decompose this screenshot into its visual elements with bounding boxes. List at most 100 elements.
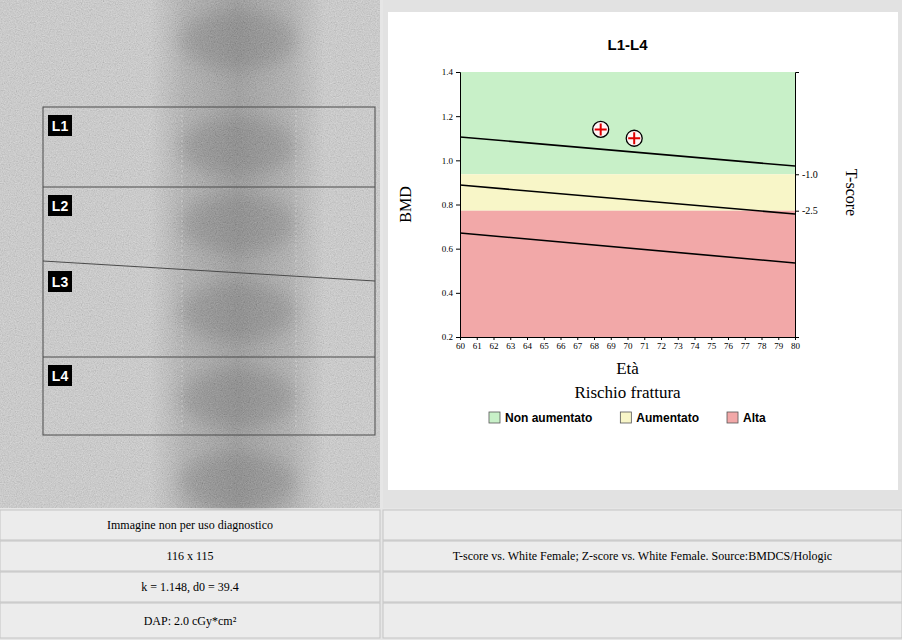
x-axis-tick-label: 70	[624, 341, 634, 351]
vertebra-label-box	[48, 365, 72, 386]
y-axis-tick: 0.6	[442, 244, 460, 254]
x-axis-tick-label: 78	[758, 341, 768, 351]
x-axis-tick-mark	[728, 337, 729, 340]
measurement-point	[593, 121, 609, 137]
vertebra-label: L2	[52, 198, 69, 214]
scan-noise	[0, 0, 380, 508]
x-axis-tick-mark	[778, 337, 779, 340]
x-axis-tick-mark	[577, 337, 578, 340]
legend-item: Aumentato	[620, 411, 699, 425]
x-axis-tick: 79	[774, 337, 784, 351]
y2-axis: -1.0 -2.5	[795, 73, 818, 338]
x-axis-tick: 61	[473, 337, 482, 351]
page-background	[0, 0, 902, 640]
y2-axis-tick-label: -2.5	[802, 205, 818, 216]
y-axis-tick: 0.8	[442, 200, 460, 210]
footer-text: k = 1.148, d0 = 39.4	[141, 580, 239, 594]
y-axis-tick: 0.2	[442, 332, 460, 342]
y-axis-tick-label: 0.4	[442, 288, 454, 298]
x-axis-tick-label: 74	[691, 341, 701, 351]
x-axis-tick-mark	[628, 337, 629, 340]
x-axis-tick: 75	[707, 337, 717, 351]
measurement	[593, 121, 609, 137]
x-axis-tick-mark	[544, 337, 545, 340]
x-axis-tick: 71	[640, 337, 649, 351]
y2-axis-tick: -1.0	[795, 169, 818, 180]
footer-cell	[383, 541, 902, 571]
footer-cell	[383, 510, 902, 540]
roi-divider	[43, 357, 375, 358]
y-axis: 0.20.40.60.81.01.21.4	[442, 67, 461, 342]
plot-area	[460, 72, 795, 337]
y-axis-tick: 0.4	[442, 288, 460, 298]
x-axis-tick-label: 65	[540, 341, 550, 351]
y2-axis-line	[796, 73, 800, 338]
x-axis-tick-mark	[561, 337, 562, 340]
x-axis-tick-label: 60	[456, 341, 466, 351]
y-axis-tick-label: 0.6	[442, 244, 454, 254]
risk-band	[460, 72, 795, 174]
x-axis-tick: 67	[573, 337, 583, 351]
x-axis-tick-label: 61	[473, 341, 482, 351]
x-axis-tick: 66	[557, 337, 567, 351]
vertebra-label: L1	[52, 118, 69, 134]
y-axis-tick-label: 1.2	[442, 112, 453, 122]
legend-item: Non aumentato	[489, 411, 592, 425]
measurement-cross	[628, 132, 640, 144]
x-axis-tick: 63	[506, 337, 516, 351]
x-axis-tick: 77	[741, 337, 751, 351]
x-axis-tick-label: 71	[640, 341, 649, 351]
x-axis-tick: 80	[791, 337, 801, 351]
vertebra-label-box	[48, 271, 72, 292]
y-axis-title: BMD	[397, 186, 414, 222]
x-axis-tick-label: 62	[490, 341, 499, 351]
x-axis-tick-label: 64	[523, 341, 533, 351]
x-axis: 6061626364656667686970717273747576777879…	[456, 337, 801, 351]
measurement-point	[626, 130, 642, 146]
measurement	[626, 130, 642, 146]
x-axis-tick-mark	[527, 337, 528, 340]
roi-box	[43, 107, 375, 435]
y-axis-tick-mark	[456, 160, 460, 161]
x-axis-tick-label: 69	[607, 341, 617, 351]
x-axis-tick-label: 66	[557, 341, 567, 351]
y-axis-tick-label: 0.8	[442, 200, 454, 210]
x-axis-tick-label: 68	[590, 341, 600, 351]
footer-cell	[383, 572, 902, 602]
x-axis-tick-mark	[762, 337, 763, 340]
x-axis-tick-label: 75	[707, 341, 717, 351]
x-axis-tick-mark	[594, 337, 595, 340]
x-axis-tick-label: 80	[791, 341, 801, 351]
vertebra-label-box	[48, 195, 72, 216]
y2-axis-tick-mark	[795, 211, 799, 212]
page: L1L2L3L460616263646566676869707172737475…	[0, 0, 902, 640]
legend-label: Non aumentato	[505, 411, 592, 425]
x-axis-tick: 76	[724, 337, 734, 351]
x-axis-tick: 64	[523, 337, 533, 351]
x-axis-tick-label: 67	[573, 341, 583, 351]
x-axis-tick-mark	[644, 337, 645, 340]
footer-text: Immagine non per uso diagnostico	[107, 518, 273, 532]
footer-text: 116 x 115	[166, 549, 213, 563]
x-axis-tick-label: 77	[741, 341, 751, 351]
x-axis-title: Età	[616, 359, 639, 378]
reference-line	[460, 233, 795, 263]
vertebra-label: L4	[52, 368, 69, 384]
chart-panel	[383, 0, 902, 508]
x-axis-tick: 62	[490, 337, 499, 351]
risk-band	[460, 211, 795, 337]
x-axis-tick: 65	[540, 337, 550, 351]
footer-cell	[0, 510, 380, 540]
x-axis-tick-label: 76	[724, 341, 734, 351]
x-axis-line	[461, 338, 796, 341]
footer-cell	[0, 572, 380, 602]
risk-band	[460, 174, 795, 210]
reference-line	[460, 185, 795, 214]
chart-title: L1-L4	[607, 36, 648, 53]
legend-swatch	[620, 412, 631, 423]
vertebra-label-box	[48, 115, 72, 136]
legend: Non aumentato Aumentato Alta	[489, 411, 766, 425]
vertebra-label: L3	[52, 274, 69, 290]
y2-axis-tick: -2.5	[795, 205, 818, 216]
legend-item: Alta	[727, 411, 766, 425]
